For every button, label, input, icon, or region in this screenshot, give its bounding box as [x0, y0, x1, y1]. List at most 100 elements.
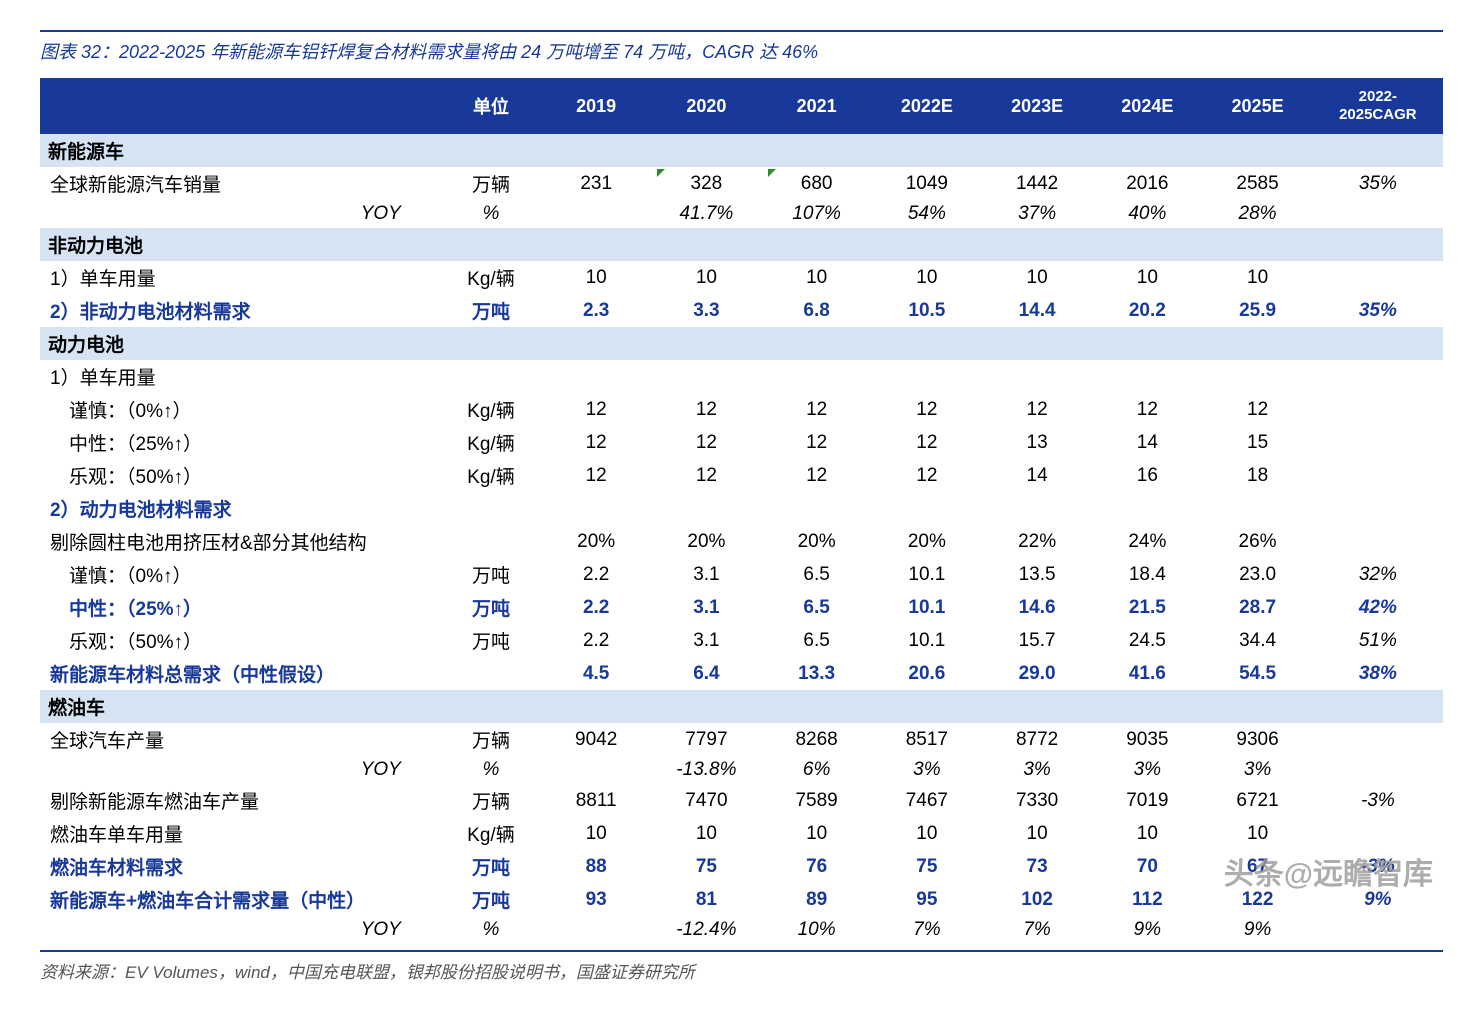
cagr-cell	[1313, 261, 1443, 294]
value-cell: 34.4	[1202, 624, 1312, 657]
table-row: 中性：（25%↑）Kg/辆12121212131415	[40, 426, 1443, 459]
watermark: 头条@远瞻智库	[1224, 849, 1433, 893]
value-cell: 15	[1202, 426, 1312, 459]
table-row: 2）动力电池材料需求	[40, 492, 1443, 525]
value-cell: 37%	[982, 200, 1092, 228]
section-header: 新能源车	[40, 134, 1443, 167]
row-label: 全球汽车产量	[40, 723, 441, 756]
value-cell	[541, 916, 651, 944]
unit-cell: Kg/辆	[441, 817, 541, 850]
row-label: 剔除圆柱电池用挤压材&部分其他结构	[40, 525, 441, 558]
unit-cell: 万吨	[441, 558, 541, 591]
value-cell: 13	[982, 426, 1092, 459]
unit-cell: 万吨	[441, 591, 541, 624]
value-cell: 41.7%	[651, 200, 761, 228]
table-row: 谨慎：（0%↑）Kg/辆12121212121212	[40, 393, 1443, 426]
value-cell: 10	[1202, 261, 1312, 294]
value-cell: 8268	[762, 723, 872, 756]
unit-cell: 万吨	[441, 850, 541, 883]
section-header: 非动力电池	[40, 228, 1443, 261]
unit-cell: 万辆	[441, 167, 541, 200]
value-cell: 9035	[1092, 723, 1202, 756]
table-row: 1）单车用量	[40, 360, 1443, 393]
value-cell: 12	[872, 426, 982, 459]
cagr-cell: 32%	[1313, 558, 1443, 591]
value-cell: 10	[872, 817, 982, 850]
value-cell: 10	[1202, 817, 1312, 850]
unit-cell: 万辆	[441, 784, 541, 817]
value-cell: 12	[762, 393, 872, 426]
value-cell: 20%	[651, 525, 761, 558]
table-row: 动力电池	[40, 327, 1443, 360]
col-header: 2020	[651, 78, 761, 134]
col-header: 2022E	[872, 78, 982, 134]
value-cell: 16	[1092, 459, 1202, 492]
value-cell: 7019	[1092, 784, 1202, 817]
value-cell: 3%	[1202, 756, 1312, 784]
row-label: 新能源车+燃油车合计需求量（中性）	[40, 883, 441, 916]
value-cell: 24%	[1092, 525, 1202, 558]
cagr-cell	[1313, 360, 1443, 393]
value-cell	[762, 360, 872, 393]
value-cell: 1049	[872, 167, 982, 200]
unit-cell	[441, 492, 541, 525]
value-cell: 7470	[651, 784, 761, 817]
value-cell: 2585	[1202, 167, 1312, 200]
value-cell: 10.1	[872, 558, 982, 591]
value-cell: 2.3	[541, 294, 651, 327]
unit-cell: 万吨	[441, 294, 541, 327]
value-cell	[541, 756, 651, 784]
value-cell: 12	[541, 426, 651, 459]
value-cell: 21.5	[1092, 591, 1202, 624]
value-cell: 2016	[1092, 167, 1202, 200]
value-cell: 3.1	[651, 558, 761, 591]
value-cell	[762, 492, 872, 525]
cagr-cell	[1313, 916, 1443, 944]
value-cell: 13.3	[762, 657, 872, 690]
value-cell: 26%	[1202, 525, 1312, 558]
value-cell: 10	[1092, 817, 1202, 850]
value-cell	[541, 492, 651, 525]
unit-cell: 万吨	[441, 624, 541, 657]
value-cell: 10	[541, 261, 651, 294]
unit-cell: 万吨	[441, 883, 541, 916]
value-cell: 15.7	[982, 624, 1092, 657]
value-cell: 6%	[762, 756, 872, 784]
value-cell: 20.6	[872, 657, 982, 690]
unit-cell	[441, 360, 541, 393]
value-cell: 54%	[872, 200, 982, 228]
value-cell: 107%	[762, 200, 872, 228]
table-row: 剔除圆柱电池用挤压材&部分其他结构20%20%20%20%22%24%26%	[40, 525, 1443, 558]
value-cell: 328	[651, 167, 761, 200]
table-row: 谨慎：（0%↑）万吨2.23.16.510.113.518.423.032%	[40, 558, 1443, 591]
value-cell: 9306	[1202, 723, 1312, 756]
cagr-cell	[1313, 492, 1443, 525]
row-label: YOY	[40, 916, 441, 944]
table-row: 剔除新能源车燃油车产量万辆881174707589746773307019672…	[40, 784, 1443, 817]
cagr-cell: 51%	[1313, 624, 1443, 657]
row-label: YOY	[40, 756, 441, 784]
value-cell: 12	[982, 393, 1092, 426]
value-cell: 10	[982, 261, 1092, 294]
table-row: YOY%41.7%107%54%37%40%28%	[40, 200, 1443, 228]
cagr-cell	[1313, 459, 1443, 492]
value-cell: 10	[1092, 261, 1202, 294]
value-cell	[1092, 360, 1202, 393]
unit-cell: %	[441, 200, 541, 228]
data-table: 单位2019202020212022E2023E2024E2025E2022-2…	[40, 78, 1443, 944]
value-cell	[1202, 360, 1312, 393]
unit-cell: Kg/辆	[441, 261, 541, 294]
row-label: 乐观：（50%↑）	[40, 459, 441, 492]
value-cell: 14.4	[982, 294, 1092, 327]
unit-cell: Kg/辆	[441, 393, 541, 426]
value-cell: 14	[1092, 426, 1202, 459]
table-row: 乐观：（50%↑）万吨2.23.16.510.115.724.534.451%	[40, 624, 1443, 657]
cagr-cell	[1313, 393, 1443, 426]
chart-title: 图表 32：2022-2025 年新能源车铝钎焊复合材料需求量将由 24 万吨增…	[40, 30, 1443, 70]
value-cell: 75	[872, 850, 982, 883]
value-cell: 7467	[872, 784, 982, 817]
unit-cell: %	[441, 756, 541, 784]
value-cell: 2.2	[541, 558, 651, 591]
table-row: YOY%-13.8%6%3%3%3%3%	[40, 756, 1443, 784]
value-cell: 12	[651, 459, 761, 492]
